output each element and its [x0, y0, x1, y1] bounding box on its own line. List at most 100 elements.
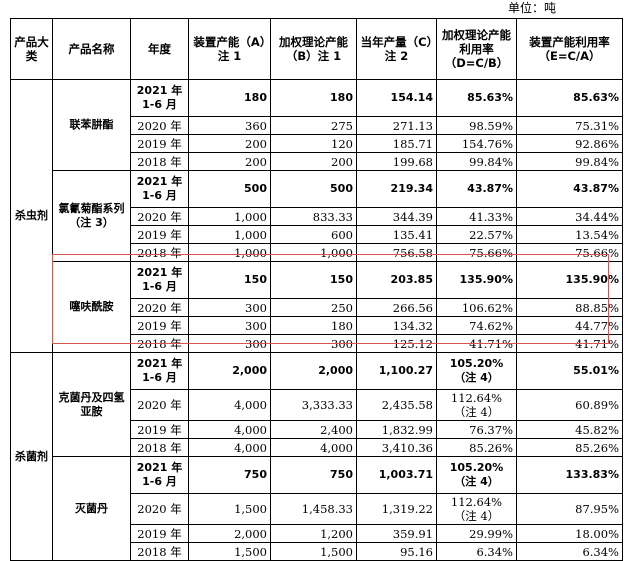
output-c-cell: 756.58 — [356, 243, 437, 262]
header-product: 产品名称 — [52, 18, 131, 80]
header-category: 产品大类 — [10, 18, 53, 80]
rate-d-value: 112.64% — [450, 391, 503, 405]
capacity-a-cell: 500 — [188, 170, 271, 208]
capacity-a-cell: 1,000 — [188, 243, 271, 262]
rate-e-cell: 135.90% — [516, 261, 623, 299]
year-cell: 2021 年 1-6 月 — [130, 352, 189, 390]
weighted-b-cell: 120 — [270, 134, 357, 153]
weighted-b-cell: 2,000 — [270, 352, 357, 390]
capacity-a-cell: 300 — [188, 334, 271, 353]
header-row: 产品大类 产品名称 年度 装置产能（A）注 1 加权理论产能（B）注 1 当年产… — [10, 18, 623, 80]
rate-e-cell: 85.26% — [516, 438, 623, 457]
rate-e-cell: 87.95% — [516, 493, 623, 525]
table-row: 2020 年 1,000 833.33 344.39 41.33% 34.44% — [11, 207, 623, 226]
rate-d-cell: 41.33% — [436, 207, 517, 226]
year-cell: 2019 年 — [130, 225, 189, 244]
header-capacity-a: 装置产能（A）注 1 — [188, 18, 271, 80]
capacity-a-cell: 200 — [188, 152, 271, 171]
rate-e-cell: 13.54% — [516, 225, 623, 244]
rate-d-cell: 75.66% — [436, 243, 517, 262]
table-row: 2018 年 4,000 4,000 3,410.36 85.26% 85.26… — [11, 438, 623, 457]
output-c-cell: 154.14 — [356, 79, 437, 117]
year-cell: 2020 年 — [130, 207, 189, 226]
rate-d-note: （注 4） — [454, 371, 499, 384]
table-row: 灭菌丹 2021 年 1-6 月 750 750 1,003.71 105.20… — [11, 456, 623, 561]
rate-d-cell: 135.90% — [436, 261, 517, 299]
weighted-b-cell: 200 — [270, 152, 357, 171]
output-c-cell: 344.39 — [356, 207, 437, 226]
header-year: 年度 — [130, 18, 189, 80]
year-cell: 2021 年 1-6 月 — [130, 170, 189, 208]
rate-d-cell: 22.57% — [436, 225, 517, 244]
rate-d-cell: 74.62% — [436, 316, 517, 335]
capacity-a-cell: 1,000 — [188, 225, 271, 244]
weighted-b-cell: 250 — [270, 298, 357, 317]
weighted-b-cell: 275 — [270, 116, 357, 135]
year-cell: 2020 年 — [130, 116, 189, 135]
rate-e-cell: 92.86% — [516, 134, 623, 153]
rate-d-cell: 112.64% （注 4） — [436, 389, 517, 421]
header-output-c: 当年产量（C）注 2 — [356, 18, 437, 80]
year-cell: 2021 年 1-6 月 — [130, 261, 189, 299]
weighted-b-cell: 300 — [270, 334, 357, 353]
capacity-a-cell: 1,000 — [188, 207, 271, 226]
capacity-a-cell: 1,500 — [188, 542, 271, 561]
rate-e-cell: 18.00% — [516, 524, 623, 543]
rate-e-cell: 34.44% — [516, 207, 623, 226]
capacity-a-cell: 4,000 — [188, 389, 271, 421]
output-c-cell: 199.68 — [356, 152, 437, 171]
weighted-b-cell: 1,200 — [270, 524, 357, 543]
output-c-cell: 1,003.71 — [356, 456, 437, 494]
rate-e-cell: 133.83% — [516, 456, 623, 494]
weighted-b-cell: 1,000 — [270, 243, 357, 262]
rate-d-value: 85.63% — [467, 91, 513, 104]
rate-e-cell: 99.84% — [516, 152, 623, 171]
rate-e-cell: 41.71% — [516, 334, 623, 353]
unit-label: 单位：吨 — [508, 1, 557, 15]
rate-e-cell: 6.34% — [516, 542, 623, 561]
year-cell: 2019 年 — [130, 420, 189, 439]
rate-d-cell: 112.64% （注 4） — [436, 493, 517, 525]
weighted-b-cell: 150 — [270, 261, 357, 299]
output-c-cell: 1,100.27 — [356, 352, 437, 390]
rate-d-cell: 76.37% — [436, 420, 517, 439]
rate-d-note: （注 4） — [453, 405, 500, 419]
header-weighted-rate-d: 加权理论产能利用率（D=C/B） — [436, 18, 517, 80]
rate-d-cell: 6.34% — [436, 542, 517, 561]
capacity-a-cell: 2,000 — [188, 352, 271, 390]
rate-d-cell: 98.59% — [436, 116, 517, 135]
rate-d-cell: 43.87% — [436, 170, 517, 208]
product-name: 噻呋酰胺 — [52, 261, 131, 353]
output-c-cell: 135.41 — [356, 225, 437, 244]
weighted-b-cell: 500 — [270, 170, 357, 208]
year-cell: 2019 年 — [130, 134, 189, 153]
table-row: 杀虫剂 联苯肼酯 2021 年 1-6 月 180 180 154.14 85.… — [10, 79, 623, 353]
weighted-b-cell: 1,458.33 — [270, 493, 357, 525]
year-cell: 2018 年 — [130, 438, 189, 457]
rate-e-cell: 85.63% — [516, 79, 623, 117]
output-c-cell: 125.12 — [356, 334, 437, 353]
year-cell: 2021 年 1-6 月 — [130, 79, 189, 117]
rate-d-value: 105.20% — [449, 461, 504, 474]
table-row: 杀菌剂 克菌丹及四氢亚胺 2021 年 1-6 月 2,000 2,000 1,… — [10, 352, 623, 561]
year-cell: 2018 年 — [130, 334, 189, 353]
output-c-cell: 359.91 — [356, 524, 437, 543]
weighted-b-cell: 2,400 — [270, 420, 357, 439]
weighted-b-cell: 180 — [270, 79, 357, 117]
rate-e-cell: 43.87% — [516, 170, 623, 208]
table-row: 氯氰菊酯系列（注 3） 2021 年 1-6 月 500 500 219.34 … — [11, 170, 623, 262]
capacity-a-cell: 300 — [188, 316, 271, 335]
rate-e-cell: 75.66% — [516, 243, 623, 262]
capacity-a-cell: 750 — [188, 456, 271, 494]
product-name: 灭菌丹 — [52, 456, 131, 561]
capacity-a-cell: 150 — [188, 261, 271, 299]
category-insecticide: 杀虫剂 — [10, 79, 53, 353]
output-c-cell: 219.34 — [356, 170, 437, 208]
weighted-b-cell: 4,000 — [270, 438, 357, 457]
weighted-b-cell: 600 — [270, 225, 357, 244]
product-name: 克菌丹及四氢亚胺 — [52, 352, 131, 457]
capacity-a-cell: 4,000 — [188, 420, 271, 439]
output-c-cell: 271.13 — [356, 116, 437, 135]
capacity-table: 产品大类 产品名称 年度 装置产能（A）注 1 加权理论产能（B）注 1 当年产… — [10, 18, 623, 561]
rate-d-value: 105.20% — [449, 357, 504, 370]
